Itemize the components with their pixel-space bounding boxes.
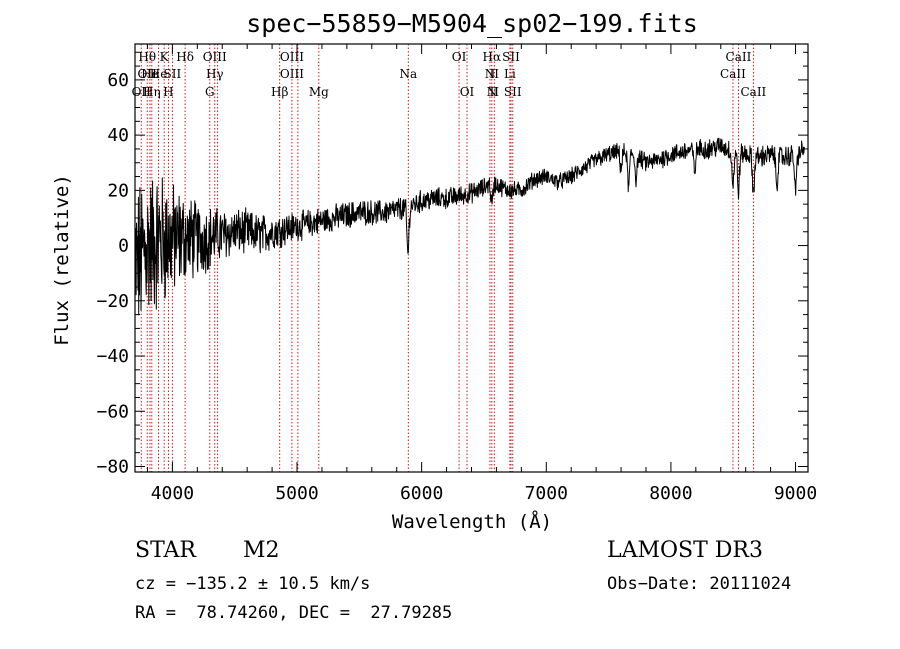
plot-frame xyxy=(134,43,809,473)
spectral-line-label: OII xyxy=(132,85,152,99)
spectral-line-label: Hα xyxy=(483,50,502,64)
spectral-line-label: SII xyxy=(164,67,182,81)
spectral-line-label: OIII xyxy=(280,50,304,64)
spectral-line-label: Mg xyxy=(309,85,329,99)
y-axis-label: Flux (relative) xyxy=(51,174,73,346)
spectral-line-label: Hθ xyxy=(138,50,156,64)
spectral-line-label: Hη xyxy=(143,85,161,99)
spectral-line-label: He xyxy=(150,67,168,81)
y-tick-label: 60 xyxy=(107,70,129,91)
spectral-line-label: SII xyxy=(504,85,522,99)
object-class: STAR xyxy=(135,538,196,563)
spectral-line-label: CaII xyxy=(740,85,766,99)
spectral-line-label: Na xyxy=(399,67,417,81)
y-tick-label: −40 xyxy=(96,346,129,367)
x-tick-label: 7000 xyxy=(525,483,568,504)
y-tick-label: 0 xyxy=(118,236,129,257)
coordinates: RA = 78.74260, DEC = 27.79285 xyxy=(135,603,453,623)
y-tick-label: −20 xyxy=(96,291,129,312)
x-tick-label: 6000 xyxy=(400,483,443,504)
object-subclass: M2 xyxy=(243,538,280,563)
spectral-line-label: Hβ xyxy=(271,85,288,99)
y-tick-label: −60 xyxy=(96,401,129,422)
spectral-line-label: N xyxy=(485,67,496,81)
spectral-line-label: SII xyxy=(502,50,520,64)
spectral-line-label: OIII xyxy=(280,67,304,81)
spectral-line-label: Hδ xyxy=(176,50,194,64)
x-tick-label: 8000 xyxy=(649,483,692,504)
x-tick-label: 5000 xyxy=(275,483,318,504)
chart-title: spec−55859−M5904_sp02−199.fits xyxy=(246,9,698,38)
spectrum-line xyxy=(134,137,805,316)
spectral-line-label: OI xyxy=(452,50,467,64)
spectral-line-label: G xyxy=(205,85,215,99)
spectral-line-label: CaII xyxy=(726,50,752,64)
line-markers xyxy=(140,44,754,472)
redshift-cz: cz = −135.2 ± 10.5 km/s xyxy=(135,574,371,594)
spectral-line-label: CaII xyxy=(720,67,746,81)
y-tick-label: −80 xyxy=(96,456,129,477)
x-axis-label: Wavelength (Å) xyxy=(392,510,552,533)
spectral-line-label: II xyxy=(490,67,500,81)
marker-labels: OIIHθOIIHeHηHeKHSIIHδGOIIIHγHβOIIIOIIIMg… xyxy=(132,50,767,99)
spectral-line-label: Li xyxy=(504,67,516,81)
spectrum-series xyxy=(134,137,805,316)
spectral-line-label: Hγ xyxy=(206,67,224,81)
spectral-line-label: II xyxy=(490,85,500,99)
y-tick-label: 20 xyxy=(107,180,129,201)
spectral-line-label: K xyxy=(160,50,170,64)
survey-name: LAMOST DR3 xyxy=(607,538,763,563)
spectral-line-label: OIII xyxy=(203,50,227,64)
spectral-line-label: N xyxy=(487,85,498,99)
observation-date: Obs−Date: 20111024 xyxy=(607,574,792,594)
spectral-line-label: H xyxy=(163,85,173,99)
spectral-line-label: He xyxy=(141,67,159,81)
x-axis: 4000 5000 6000 7000 8000 9000 xyxy=(146,44,817,504)
y-axis: −80 −60 −40 −20 0 20 40 60 xyxy=(96,51,808,477)
spectral-line-label: OI xyxy=(460,85,475,99)
spectral-line-label: OII xyxy=(138,67,158,81)
x-tick-label: 4000 xyxy=(151,483,194,504)
y-tick-label: 40 xyxy=(107,125,129,146)
x-tick-label: 9000 xyxy=(774,483,817,504)
